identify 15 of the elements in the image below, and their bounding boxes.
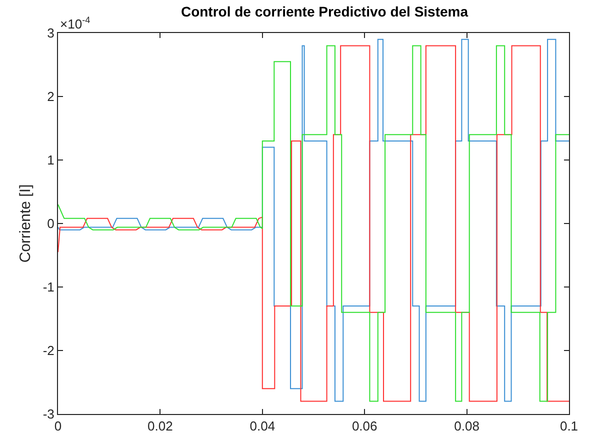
y-tick-label: 2 [47,89,54,104]
chart-title: Control de corriente Predictivo del Sistema [180,3,468,20]
y-axis-title: Corriente [I] [17,184,34,263]
y-tick-label: 1 [47,152,54,168]
x-tick-label: 0.1 [560,418,578,434]
x-tick-label: 0.06 [352,418,378,434]
y-tick-label: -3 [42,406,54,422]
x-tick-label: 0.04 [250,418,276,434]
y-tick-label: -1 [42,280,54,295]
y-tick-label: -2 [42,343,54,358]
y-tick-label: 0 [47,216,54,232]
text: ×10$^{-4}$ [60,15,90,32]
y-tick-label: 3 [47,26,54,41]
x-tick-label: 0.08 [454,418,480,434]
x-tick-label: 0.02 [148,418,173,434]
